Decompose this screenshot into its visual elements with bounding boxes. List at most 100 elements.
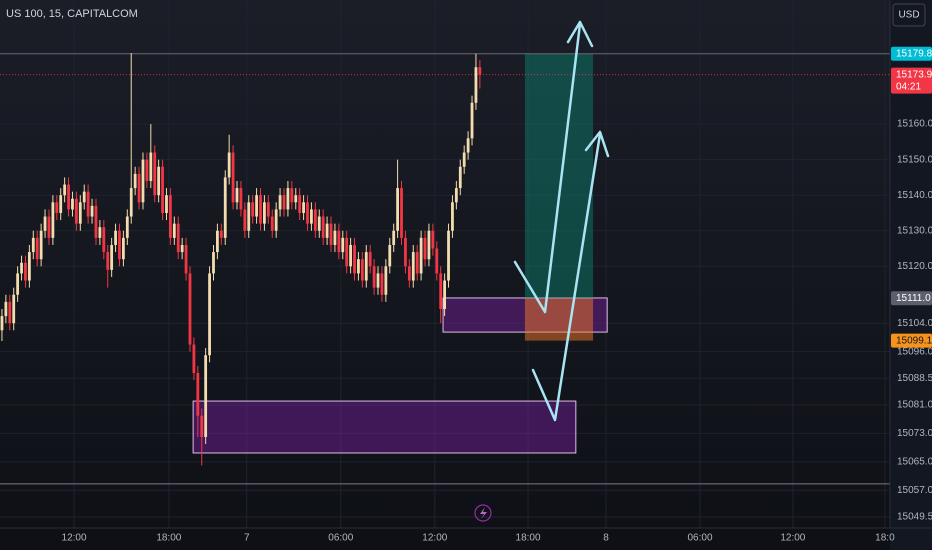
candle-body: [118, 230, 121, 260]
x-tick-label: 12:00: [422, 533, 447, 544]
candle-body: [317, 216, 321, 231]
grid: [0, 0, 890, 528]
candle-body: [63, 184, 67, 196]
candle-body: [235, 188, 239, 203]
candle-body: [353, 244, 356, 274]
candle-body: [125, 216, 129, 238]
price-tag-label: 15179.8: [896, 48, 932, 59]
y-tick-label: 15073.0: [897, 428, 932, 439]
candle-body: [243, 209, 247, 231]
x-tick-label: 18:00: [516, 533, 541, 544]
candle-body: [372, 266, 376, 288]
y-tick-label: 15160.0: [897, 119, 932, 130]
candle-body: [31, 237, 35, 253]
candle-body: [325, 223, 329, 238]
candle-body: [35, 237, 39, 260]
price-tag-label: 15173.9: [896, 69, 932, 80]
x-tick-label: 8: [603, 533, 609, 544]
candle-body: [157, 166, 161, 196]
arrow: [531, 132, 602, 422]
y-tick-label: 15081.0: [897, 400, 932, 411]
candle-body: [337, 230, 341, 253]
candle-body: [12, 294, 16, 324]
countdown: 04:21: [896, 81, 921, 92]
candle-body: [188, 273, 192, 345]
candle-body: [47, 216, 51, 238]
candle-body: [204, 355, 208, 437]
candle-body: [298, 195, 302, 213]
candle-body: [282, 195, 286, 210]
candle-body: [219, 230, 223, 238]
candle-body: [0, 316, 4, 331]
candle-body: [110, 244, 114, 270]
candle-body: [208, 273, 211, 356]
candle-body: [396, 188, 400, 231]
y-tick-label: 15088.5: [897, 373, 932, 384]
candle-body: [231, 152, 235, 203]
arrows: [513, 20, 610, 422]
candle-body: [251, 202, 255, 217]
y-tick-label: 15065.0: [897, 457, 932, 468]
price-tag: [891, 67, 932, 94]
candle-body: [78, 202, 82, 224]
candle-body: [345, 237, 349, 267]
candle-body: [392, 230, 396, 245]
axis-labels: 15160.0 15150.0 15140.0 15130.0 15120.0 15104…: [62, 46, 932, 544]
candle-body: [404, 237, 407, 267]
replay-icon[interactable]: [474, 504, 492, 522]
candle-body: [51, 202, 55, 238]
plot: [0, 52, 890, 466]
candle-body: [423, 237, 427, 260]
candle-body: [169, 195, 172, 238]
candle-body: [415, 252, 419, 274]
y-tick-label: 15057.0: [897, 485, 932, 496]
replay-bolt: [480, 507, 487, 519]
price-tag: [891, 46, 932, 61]
candle-body: [180, 244, 184, 253]
candle-body: [16, 273, 20, 295]
price-tag-label: 15111.0: [896, 293, 931, 304]
candle-body: [274, 209, 278, 231]
candle-body: [419, 237, 423, 274]
candle-body: [59, 195, 63, 213]
candle-body: [407, 266, 411, 281]
candle-body: [411, 252, 415, 281]
candle-body: [263, 202, 266, 224]
candle-body: [447, 230, 450, 281]
y-tick-label: 15104.0: [897, 318, 932, 329]
candle-body: [310, 209, 313, 224]
candle-body: [400, 188, 403, 238]
candle-body: [145, 159, 149, 181]
candle-body: [255, 195, 258, 217]
currency-button[interactable]: [892, 3, 926, 27]
position-stop: [524, 298, 594, 341]
candle-body: [212, 252, 215, 274]
candle-body: [184, 244, 188, 274]
candle-body: [290, 188, 294, 203]
candle-body: [94, 205, 98, 238]
candle-body: [86, 191, 90, 217]
candle-body: [439, 273, 443, 309]
candle-body: [306, 202, 309, 224]
currency-label[interactable]: USD: [898, 10, 919, 21]
candle-body: [82, 191, 86, 203]
y-tick-label: 15049.5: [897, 512, 932, 523]
candle-body: [196, 372, 200, 416]
x-tick-label: 18:0: [875, 533, 895, 544]
x-tick-label: 06:00: [687, 533, 712, 544]
candle-body: [466, 138, 470, 153]
candle-body: [24, 262, 27, 281]
candle-body: [239, 188, 243, 210]
candle-body: [121, 237, 125, 260]
candle-body: [435, 248, 439, 274]
candle-body: [4, 301, 8, 317]
y-tick-label: 15120.0: [897, 261, 932, 272]
candle-body: [247, 202, 251, 231]
candle-body: [364, 252, 368, 281]
candle-body: [102, 227, 106, 253]
candle-body: [90, 205, 94, 217]
price-tag: [891, 291, 932, 306]
candle-body: [71, 198, 74, 210]
